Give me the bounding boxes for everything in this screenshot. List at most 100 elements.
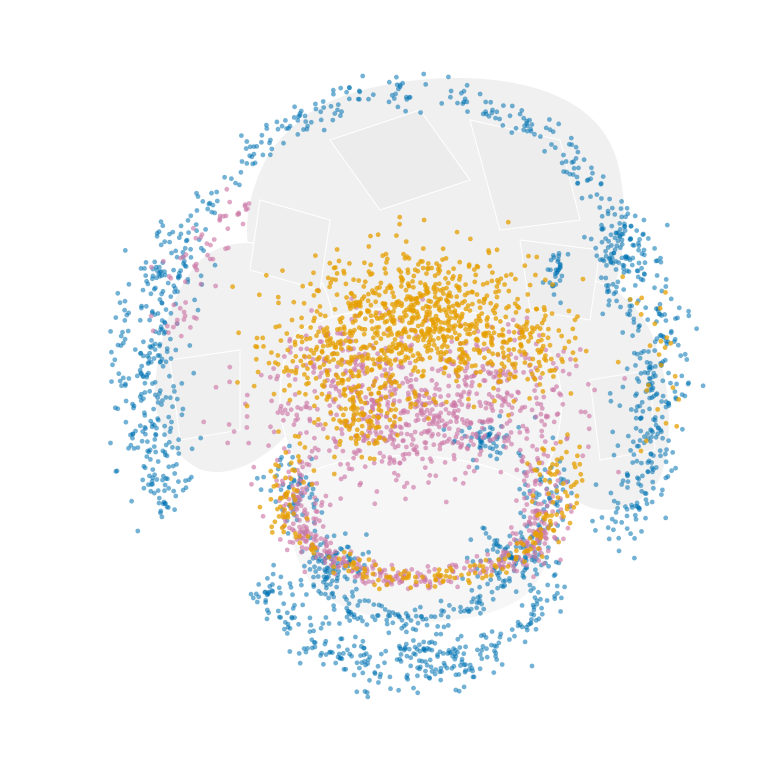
blue-point: [285, 531, 291, 536]
orange-point: [389, 423, 395, 429]
pink-point: [280, 481, 286, 487]
orange-point: [272, 519, 278, 525]
orange-point: [376, 577, 381, 583]
blue-point: [126, 376, 132, 381]
blue-point: [458, 604, 463, 610]
orange-point: [562, 345, 568, 351]
blue-point: [547, 117, 552, 122]
blue-point: [487, 425, 493, 430]
orange-point: [564, 503, 570, 509]
orange-point: [385, 333, 391, 338]
orange-point: [268, 496, 274, 502]
pink-point: [478, 403, 484, 409]
blue-point: [613, 267, 619, 272]
blue-point: [307, 615, 313, 621]
pink-point: [514, 467, 520, 473]
orange-point: [269, 350, 274, 355]
pink-point: [339, 431, 345, 437]
pink-point: [327, 502, 333, 508]
blue-point: [630, 333, 635, 339]
orange-point: [570, 326, 576, 332]
pink-point: [410, 437, 416, 442]
blue-point: [403, 641, 409, 647]
pink-point: [509, 393, 514, 399]
pink-point: [327, 403, 333, 408]
blue-point: [419, 658, 425, 664]
pink-point: [544, 487, 549, 492]
blue-point: [485, 581, 490, 587]
blue-point: [296, 651, 302, 656]
orange-point: [413, 401, 418, 407]
orange-point: [374, 316, 380, 321]
orange-point: [266, 360, 272, 366]
blue-point: [615, 238, 621, 244]
orange-point: [351, 277, 356, 283]
blue-point: [612, 212, 618, 217]
blue-point: [481, 606, 487, 612]
blue-point: [371, 602, 377, 607]
blue-point: [662, 357, 668, 363]
orange-point: [643, 438, 649, 444]
blue-point: [183, 478, 188, 484]
blue-point: [351, 672, 357, 678]
blue-point: [168, 336, 173, 342]
blue-point: [269, 146, 275, 152]
blue-point: [507, 113, 513, 119]
pink-point: [586, 444, 591, 450]
blue-point: [408, 618, 414, 623]
pink-point: [333, 444, 339, 450]
orange-point: [494, 303, 499, 308]
blue-point: [268, 488, 274, 493]
pink-point: [525, 469, 530, 475]
blue-point: [603, 253, 609, 259]
pink-point: [193, 261, 199, 267]
pink-point: [531, 574, 536, 580]
blue-point: [171, 384, 177, 389]
blue-point: [367, 677, 372, 683]
blue-point: [639, 399, 645, 405]
orange-point: [404, 347, 409, 352]
orange-point: [540, 389, 546, 394]
blue-point: [632, 536, 637, 541]
blue-point: [139, 438, 145, 444]
pink-point: [392, 445, 398, 450]
blue-point: [647, 395, 652, 401]
blue-point: [576, 165, 581, 171]
orange-point: [279, 495, 285, 501]
pink-point: [446, 383, 452, 389]
blue-point: [549, 142, 554, 147]
blue-point: [594, 192, 600, 198]
blue-point: [611, 498, 617, 504]
orange-point: [571, 504, 577, 510]
pink-point: [149, 264, 154, 270]
orange-point: [370, 571, 376, 577]
orange-point: [332, 454, 337, 460]
orange-point: [668, 340, 674, 346]
blue-point: [421, 646, 427, 652]
blue-point: [171, 267, 177, 273]
blue-point: [299, 582, 304, 588]
blue-point: [619, 199, 624, 204]
blue-point: [424, 622, 430, 628]
blue-point: [649, 428, 655, 433]
blue-point: [634, 500, 640, 506]
blue-point: [609, 223, 615, 229]
pink-point: [432, 392, 438, 398]
orange-point: [326, 554, 332, 560]
blue-point: [464, 555, 470, 561]
orange-point: [434, 261, 439, 266]
orange-point: [305, 534, 311, 539]
blue-point: [415, 690, 421, 696]
blue-point: [635, 274, 641, 280]
orange-point: [287, 397, 293, 403]
pink-point: [221, 213, 226, 219]
orange-point: [420, 259, 425, 264]
blue-point: [680, 426, 685, 432]
orange-point: [253, 356, 259, 362]
blue-point: [324, 576, 329, 582]
blue-point: [512, 633, 517, 639]
blue-point: [630, 439, 636, 445]
orange-point: [410, 353, 416, 359]
blue-point: [536, 589, 541, 595]
blue-point: [176, 437, 182, 443]
